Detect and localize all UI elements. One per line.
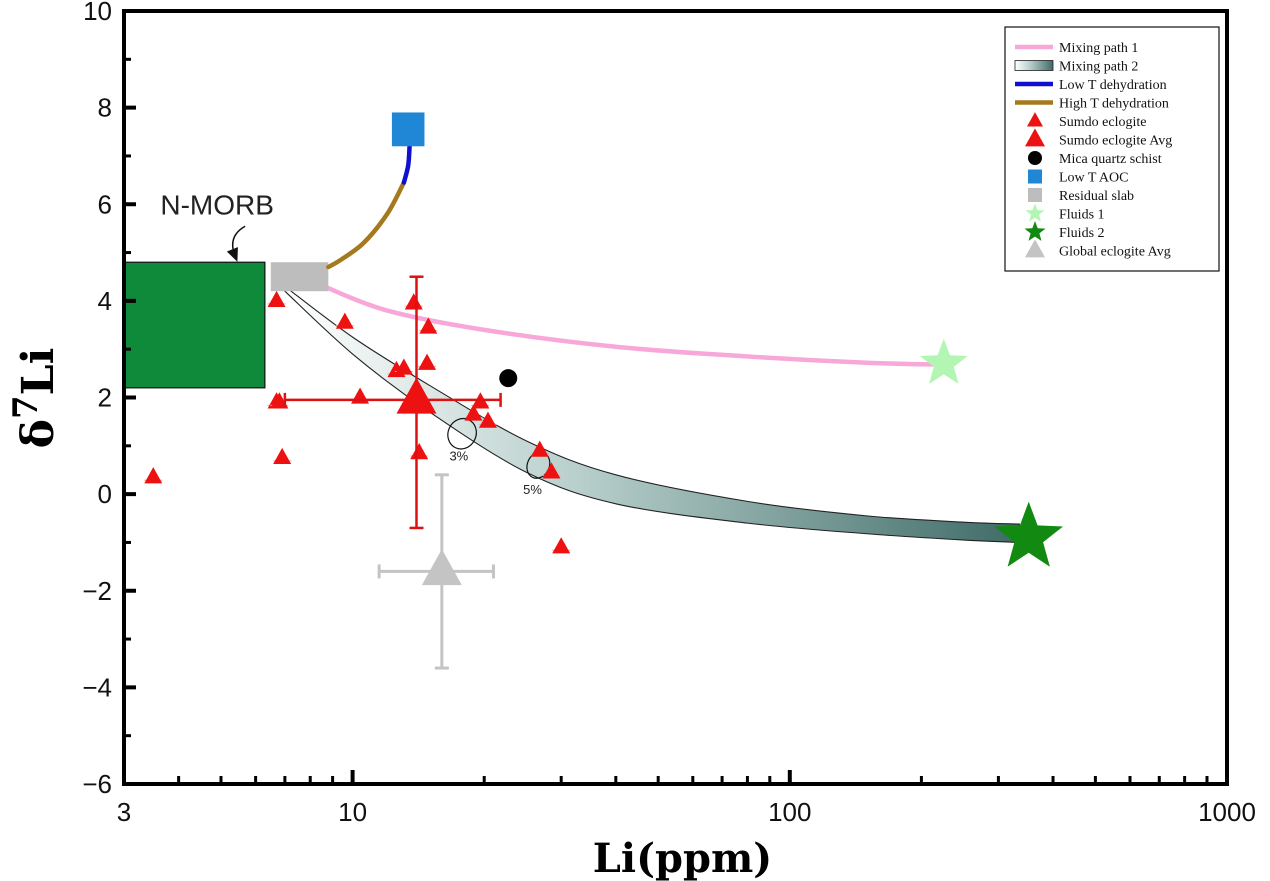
legend-item-mix2: Mixing path 2 (1014, 60, 1138, 75)
low-t-aoc-box (391, 112, 425, 147)
y-tick-label: −2 (82, 576, 112, 606)
legend-swatch-mix2 (1014, 60, 1054, 71)
y-tick-label: 6 (98, 189, 112, 219)
legend-label-f2: Fluids 2 (1059, 226, 1105, 241)
sumdo-eclogite-point (418, 353, 437, 370)
legend-swatch-sumdo (1027, 112, 1043, 127)
y-tick-label: 10 (83, 0, 112, 26)
sumdo-eclogite-point (542, 462, 561, 479)
label-3-percent: 3% (449, 448, 468, 463)
legend: Mixing path 1 Mixing path 2 Low T dehydrat… (1004, 26, 1220, 272)
legend-label-f1: Fluids 1 (1059, 208, 1105, 223)
legend-label-mix2: Mixing path 2 (1059, 60, 1138, 75)
sumdo-eclogite-point (410, 443, 429, 460)
sumdo-eclogite-point (273, 447, 292, 465)
legend-swatch-f1 (1025, 203, 1045, 222)
legend-item-mica: Mica quartz schist (1028, 151, 1162, 167)
legend-label-lowT: Low T dehydration (1059, 78, 1167, 93)
legend-item-highT: High T dehydration (1015, 97, 1169, 112)
sumdo-eclogite-point (530, 440, 549, 457)
n-morb-arrow (226, 225, 246, 262)
label-5-percent: 5% (523, 482, 542, 497)
sumdo-eclogite-point (144, 467, 163, 484)
legend-item-f1: Fluids 1 (1025, 203, 1105, 223)
low-t-dehydration-line (401, 144, 412, 185)
mixing-path-2-band (284, 285, 1020, 544)
n-morb-field (123, 261, 266, 389)
legend-swatch-glob (1025, 239, 1045, 258)
fluids-1-point (920, 338, 968, 384)
legend-label-highT: High T dehydration (1059, 97, 1169, 112)
legend-label-glob: Global eclogite Avg (1059, 245, 1171, 260)
sumdo-eclogite-point (552, 537, 571, 554)
legend-label-mix1: Mixing path 1 (1059, 41, 1138, 56)
y-axis-title-delta: δ (13, 419, 64, 448)
sumdo-eclogite-point (267, 290, 286, 308)
legend-label-sumdo: Sumdo eclogite (1059, 115, 1147, 130)
y-tick-label: 2 (98, 383, 112, 413)
legend-item-f2: Fluids 2 (1024, 221, 1105, 241)
legend-label-slab: Residual slab (1059, 189, 1134, 204)
legend-item-aoc: Low T AOC (1028, 169, 1129, 186)
x-tick-label: 1000 (1198, 797, 1256, 827)
y-tick-label: 4 (98, 286, 112, 316)
y-axis-title-superscript: 7 (6, 395, 46, 419)
residual-slab-box (270, 262, 329, 292)
legend-swatch-mica (1028, 151, 1042, 165)
n-morb-label: N-MORB (160, 189, 274, 220)
sumdo-eclogite-point (394, 358, 413, 375)
legend-item-lowT: Low T dehydration (1015, 78, 1167, 93)
x-tick-label: 10 (338, 797, 367, 827)
legend-item-sumdoAvg: Sumdo eclogite Avg (1025, 128, 1172, 149)
legend-label-aoc: Low T AOC (1059, 171, 1129, 186)
global-eclogite-avg-point (421, 549, 462, 586)
sumdo-eclogite-point (464, 404, 483, 421)
y-tick-label: −6 (82, 769, 112, 799)
legend-swatch-aoc (1028, 169, 1042, 184)
x-tick-label: 100 (768, 797, 811, 827)
y-tick-label: 8 (98, 93, 112, 123)
legend-label-mica: Mica quartz schist (1059, 152, 1162, 167)
legend-swatch-slab (1028, 188, 1042, 202)
legend-swatch-sumdoAvg (1025, 128, 1045, 147)
sumdo-eclogite-point (404, 293, 423, 310)
fluids-2-point (994, 501, 1063, 567)
sumdo-eclogite-point (335, 312, 354, 329)
legend-item-slab: Residual slab (1028, 188, 1134, 204)
y-tick-label: 0 (98, 479, 112, 509)
legend-item-sumdo: Sumdo eclogite (1027, 112, 1147, 130)
sumdo-eclogite-point (478, 411, 497, 428)
legend-item-mix1: Mixing path 1 (1015, 41, 1138, 56)
y-axis-title-element: Li (13, 348, 64, 396)
sumdo-eclogite-point (351, 387, 370, 404)
mica-quartz-schist-point (499, 369, 518, 388)
legend-label-sumdoAvg: Sumdo eclogite Avg (1059, 134, 1172, 149)
legend-swatch-f2 (1024, 221, 1046, 241)
y-axis-title: δ7Li (6, 348, 64, 449)
y-tick-label: −4 (82, 672, 112, 702)
high-t-dehydration-line (326, 180, 407, 270)
x-tick-label: 3 (117, 797, 131, 827)
legend-item-glob: Global eclogite Avg (1025, 239, 1171, 260)
mixing-path-1-line (321, 284, 947, 367)
x-axis-title: Li(ppm) (593, 835, 772, 881)
sumdo-eclogite-avg-point (396, 377, 437, 414)
sumdo-eclogite-point (419, 317, 438, 334)
